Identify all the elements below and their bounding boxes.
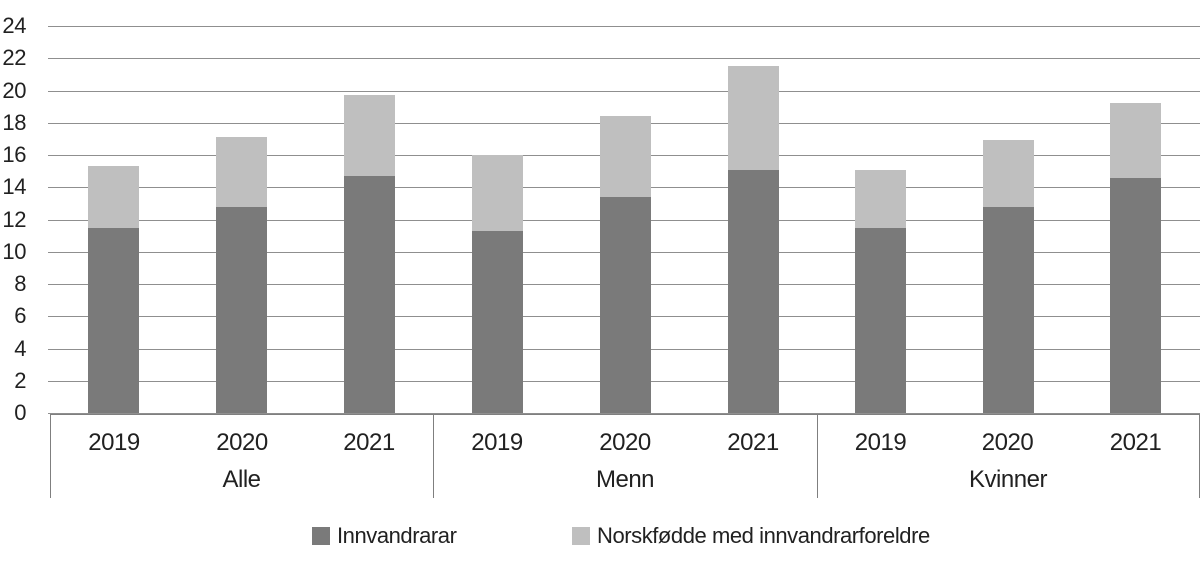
bar-segment-innvandrarar (1110, 178, 1161, 413)
bar-segment-norskfodde (1110, 103, 1161, 178)
x-tick-year-label: 2020 (981, 429, 1034, 456)
legend-label-norskfodde: Norskfødde med innvandrarforeldre (597, 523, 930, 548)
bar-segment-innvandrarar (983, 207, 1034, 413)
x-tick-year-label: 2019 (471, 429, 523, 456)
bar-segment-norskfodde (855, 170, 906, 228)
bar-segment-norskfodde (600, 116, 651, 197)
legend-item-innvandrarar: Innvandrarar (312, 523, 457, 549)
x-group-label: Menn (595, 466, 655, 493)
bar-segment-norskfodde (472, 155, 523, 231)
y-tick-label: 8 (14, 271, 26, 296)
category-box-top-border (50, 414, 1200, 415)
legend-swatch-norskfodde (572, 527, 590, 545)
y-tick-label: 18 (2, 110, 26, 135)
x-group-label: Alle (222, 466, 261, 493)
y-tick-label: 12 (2, 207, 26, 232)
bar-segment-norskfodde (983, 140, 1034, 207)
legend-swatch-innvandrarar (312, 527, 330, 545)
gridline (48, 58, 1200, 59)
gridline (48, 26, 1200, 27)
bar-segment-innvandrarar (216, 207, 267, 413)
y-tick-label: 20 (2, 78, 26, 103)
x-tick-year-label: 2020 (599, 429, 651, 456)
y-tick-label: 10 (2, 239, 26, 264)
bar-segment-norskfodde (344, 95, 395, 176)
bar-segment-innvandrarar (88, 228, 139, 413)
bar-segment-innvandrarar (600, 197, 651, 413)
gridline (48, 91, 1200, 92)
y-tick-label: 0 (14, 400, 26, 425)
x-group-label: Kvinner (968, 466, 1047, 493)
y-tick-label: 24 (2, 13, 26, 38)
bar-segment-innvandrarar (728, 170, 779, 413)
category-box-divider (817, 414, 818, 498)
bar-segment-innvandrarar (855, 228, 906, 413)
y-tick-label: 2 (14, 368, 26, 393)
x-tick-year-label: 2019 (88, 429, 140, 456)
y-tick-label: 6 (14, 303, 26, 328)
bar-segment-norskfodde (216, 137, 267, 207)
legend-item-norskfodde: Norskfødde med innvandrarforeldre (572, 523, 930, 549)
legend-label-innvandrarar: Innvandrarar (337, 523, 457, 548)
category-box-divider (50, 414, 51, 498)
y-tick-label: 16 (2, 142, 26, 167)
x-tick-year-label: 2020 (216, 429, 268, 456)
bar-segment-innvandrarar (344, 176, 395, 413)
x-tick-year-label: 2021 (727, 429, 779, 456)
y-tick-label: 14 (2, 174, 26, 199)
y-tick-label: 4 (14, 336, 26, 361)
x-tick-year-label: 2019 (854, 429, 907, 456)
x-tick-year-label: 2021 (1109, 429, 1162, 456)
category-box-divider (433, 414, 434, 498)
x-tick-year-label: 2021 (343, 429, 395, 456)
bar-segment-norskfodde (728, 66, 779, 170)
bar-segment-innvandrarar (472, 231, 523, 413)
bar-segment-norskfodde (88, 166, 139, 228)
y-tick-label: 22 (2, 45, 26, 70)
gridline (48, 413, 1200, 414)
